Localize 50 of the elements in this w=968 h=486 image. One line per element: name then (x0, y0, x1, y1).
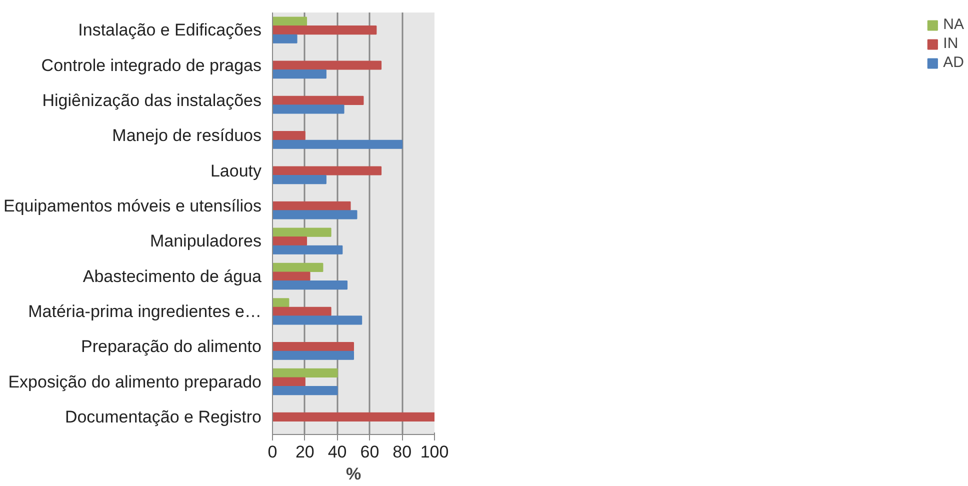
bar (272, 60, 382, 70)
y-tick-label: Documentação e Registro (64, 407, 262, 426)
y-tick-label: Equipamentos móveis e utensílios (4, 196, 262, 216)
bar (272, 140, 403, 149)
bar (272, 201, 351, 210)
x-tick-label: 60 (360, 442, 380, 462)
bar (272, 280, 348, 290)
bar (272, 96, 364, 105)
bar (272, 298, 290, 308)
y-tick-label: Abastecimento de água (82, 266, 262, 286)
bar (272, 368, 338, 378)
bar (272, 412, 434, 422)
legend-label: NA (943, 16, 964, 33)
y-tick-label: Preparação do alimento (81, 337, 262, 356)
bar (272, 210, 358, 220)
y-tick-label: Manipuladores (150, 232, 262, 251)
bar (272, 16, 308, 26)
y-tick-label: Laouty (210, 161, 262, 180)
bar (272, 69, 326, 79)
x-tick-label: 80 (392, 442, 412, 462)
y-tick-label: Instalação e Edificações (78, 20, 262, 40)
x-tick-label: 20 (295, 442, 314, 462)
bar (272, 245, 343, 254)
bar (272, 34, 298, 44)
bar (272, 377, 306, 386)
bar (272, 306, 332, 316)
y-tick-label: Controle integrado de pragas (41, 56, 262, 75)
y-tick-label: Exposição do alimento preparado (8, 372, 262, 392)
bar (272, 262, 324, 272)
bar (272, 272, 310, 281)
legend-label: IN (943, 35, 960, 52)
x-tick-label: 100 (420, 442, 449, 462)
bar (272, 342, 354, 352)
y-tick-label: Matéria-prima ingredientes e… (28, 302, 262, 321)
y-tick-label: Manejo de resíduos (112, 126, 262, 146)
bar (272, 316, 362, 325)
y-tick-label: Higiênização das instalações (42, 90, 262, 110)
bar (272, 174, 326, 184)
bar (272, 350, 354, 360)
bar (272, 166, 382, 176)
bar (272, 104, 344, 114)
legend-label: AD (943, 54, 964, 71)
x-axis-title: % (346, 464, 362, 484)
bar (272, 26, 377, 35)
bar (272, 236, 308, 246)
x-tick-label: 40 (328, 442, 347, 462)
bar (272, 386, 338, 396)
x-tick-label: 0 (268, 442, 278, 462)
bar (272, 131, 306, 140)
bar (272, 228, 332, 237)
